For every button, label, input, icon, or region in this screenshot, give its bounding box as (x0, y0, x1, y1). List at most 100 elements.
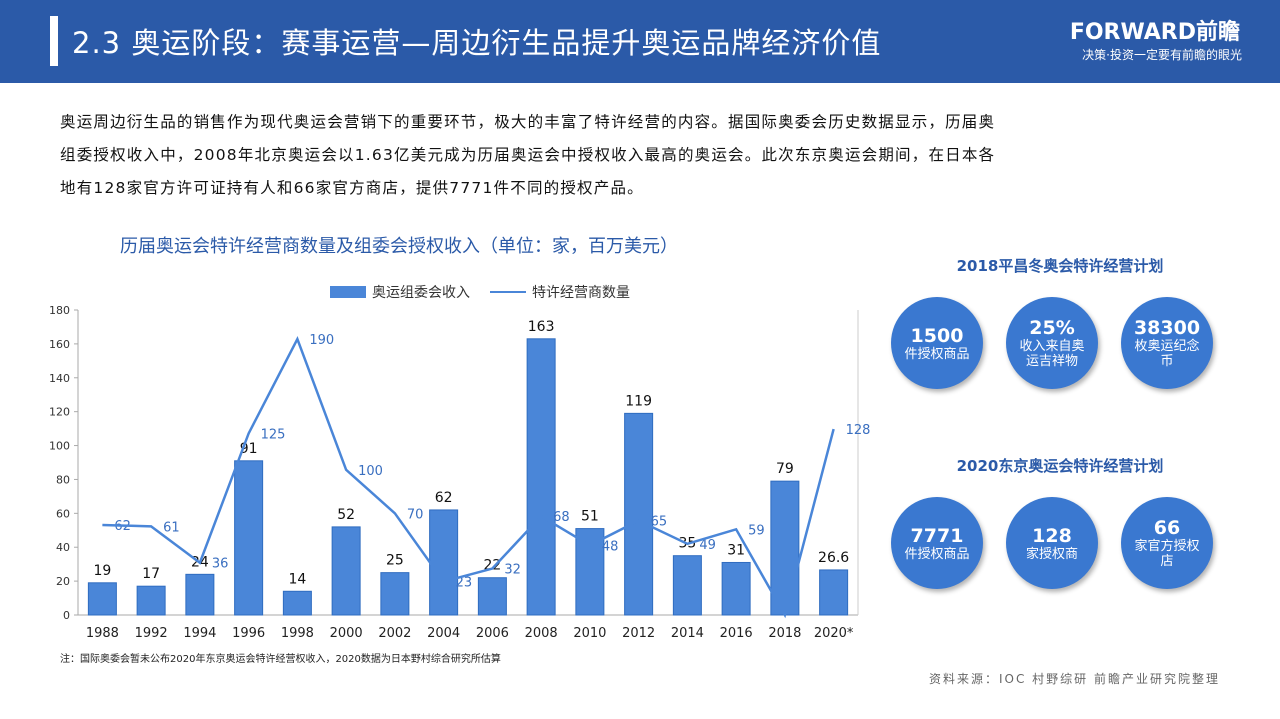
bar-label: 31 (727, 542, 745, 558)
y-tick-label: 0 (63, 609, 70, 622)
legend-label: 特许经营商数量 (532, 285, 630, 301)
stat-value: 38300 (1133, 317, 1201, 339)
bar-label: 119 (625, 393, 652, 409)
bar (477, 577, 507, 616)
stat-label: 件授权商品 (904, 546, 970, 562)
stat-label: 枚奥运纪念币 (1134, 339, 1200, 369)
bar-label: 52 (337, 507, 355, 523)
bar (624, 412, 654, 616)
x-tick-label: 2004 (427, 626, 460, 641)
bar (819, 569, 849, 616)
line-label: 48 (602, 539, 619, 554)
brand: FORWARD前瞻 (1069, 20, 1240, 45)
line-label: 61 (163, 520, 180, 535)
x-tick-label: 2008 (525, 626, 558, 641)
stat-value: 7771 (910, 524, 964, 547)
stat-label: 件授权商品 (904, 346, 970, 362)
x-tick-label: 2020* (814, 626, 854, 641)
line-label: 49 (699, 538, 716, 553)
bar-label: 26.6 (818, 550, 849, 566)
line-label: 32 (504, 563, 521, 578)
bar (672, 555, 702, 616)
stat-value: 128 (1032, 524, 1072, 547)
x-tick-label: 2002 (378, 626, 411, 641)
title: 2.3 奥运阶段：赛事运营—周边衍生品提升奥运品牌经济价值 (72, 26, 882, 60)
header: 2.3 奥运阶段：赛事运营—周边衍生品提升奥运品牌经济价值 FORWARD前瞻 … (0, 0, 1280, 83)
line-label: 128 (846, 423, 870, 438)
bar-label: 19 (93, 563, 111, 579)
bar (429, 509, 459, 616)
line-label: 100 (358, 464, 383, 479)
bar-label: 163 (528, 319, 555, 335)
chart-title: 历届奥运会特许经营商数量及组委会授权收入（单位：家，百万美元） (120, 236, 678, 257)
stat-label: 收入来自奥运吉祥物 (1019, 339, 1085, 369)
stat-circle: 25% 收入来自奥运吉祥物 (1006, 297, 1098, 389)
line-label: 36 (212, 557, 229, 572)
bar (234, 460, 264, 616)
intro-line: 奥运周边衍生品的销售作为现代奥运会营销下的重要环节，极大的丰富了特许经营的内容。… (60, 113, 996, 131)
accent (50, 16, 58, 66)
line-label: 125 (261, 427, 286, 442)
bar (282, 590, 312, 616)
stat-circle: 1500 件授权商品 (891, 297, 983, 389)
intro-line: 地有128家官方许可证持有人和66家官方商店，提供7771件不同的授权产品。 (60, 179, 644, 197)
bar (331, 526, 361, 616)
y-tick-label: 60 (56, 507, 70, 520)
x-tick-label: 1994 (183, 626, 216, 641)
x-tick-label: 2006 (476, 626, 509, 641)
bar (770, 480, 800, 616)
stat-circle: 66 家官方授权店 (1121, 497, 1213, 589)
bar-label: 14 (288, 571, 306, 587)
stat-value: 66 (1153, 517, 1181, 539)
y-tick-label: 120 (49, 406, 70, 419)
stat-label: 家官方授权店 (1134, 539, 1200, 569)
bar-label: 62 (435, 490, 453, 506)
y-tick-label: 160 (49, 338, 70, 351)
bar-label: 79 (776, 461, 794, 477)
stat-circle: 128 家授权商 (1006, 497, 1098, 589)
stat-label: 家授权商 (1025, 546, 1078, 562)
x-tick-label: 1998 (281, 626, 314, 641)
y-tick-label: 100 (49, 440, 70, 453)
x-tick-label: 2010 (573, 626, 606, 641)
x-tick-label: 2014 (671, 626, 704, 641)
x-tick-label: 1992 (135, 626, 168, 641)
y-tick-label: 40 (56, 541, 70, 554)
line-label: 68 (553, 510, 570, 525)
intro: 奥运周边衍生品的销售作为现代奥运会营销下的重要环节，极大的丰富了特许经营的内容。… (60, 106, 995, 205)
bar (87, 582, 117, 616)
line-label: 59 (748, 523, 765, 538)
bar-label: 51 (581, 509, 599, 525)
line-label: 65 (651, 515, 668, 530)
bar-label: 17 (142, 566, 160, 582)
x-tick-label: 1988 (86, 626, 119, 641)
bar (185, 573, 215, 616)
panel-title: 2018平昌冬奥会特许经营计划 (956, 257, 1164, 275)
x-tick-label: 2000 (330, 626, 363, 641)
panel-title: 2020东京奥运会特许经营计划 (956, 457, 1164, 475)
bar (380, 572, 410, 616)
bar (136, 585, 166, 616)
x-tick-label: 2018 (768, 626, 801, 641)
legend-label: 奥运组委会收入 (372, 284, 470, 301)
stat-circle: 7771 件授权商品 (891, 497, 983, 589)
stat-circle: 38300 枚奥运纪念币 (1121, 297, 1213, 389)
slogan: 决策·投资一定要有前瞻的眼光 (1082, 48, 1242, 62)
note: 注：国际奥委会暂未公布2020年东京奥运会特许经营权收入，2020数据为日本野村… (60, 654, 501, 665)
y-tick-label: 80 (56, 473, 70, 486)
line-label: 23 (456, 576, 473, 591)
bar (575, 528, 605, 616)
x-tick-label: 2016 (720, 626, 753, 641)
y-tick-label: 20 (56, 575, 70, 588)
line-label: 70 (407, 507, 424, 522)
stat-value: 25% (1029, 317, 1075, 339)
x-tick-label: 1996 (232, 626, 265, 641)
chart: 历届奥运会特许经营商数量及组委会授权收入（单位：家，百万美元） 0 20 40 60 8… (49, 236, 870, 641)
bar (526, 338, 556, 616)
stat-value: 1500 (910, 324, 964, 347)
line-label: 190 (309, 333, 334, 348)
bar-label: 25 (386, 553, 404, 569)
bar (721, 561, 751, 616)
intro-line: 组委授权收入中，2008年北京奥运会以1.63亿美元成为历届奥运会中授权收入最高… (60, 146, 996, 164)
